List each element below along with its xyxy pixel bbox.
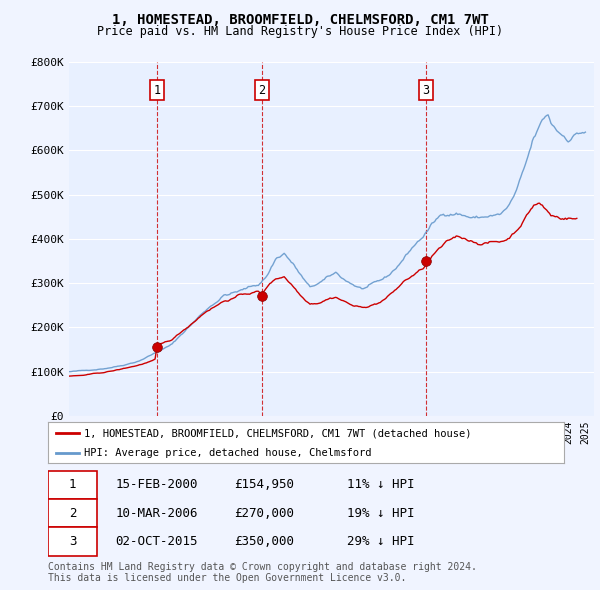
Text: 19% ↓ HPI: 19% ↓ HPI: [347, 507, 415, 520]
Text: 15-FEB-2000: 15-FEB-2000: [115, 478, 197, 491]
Text: £350,000: £350,000: [234, 535, 294, 548]
Text: 29% ↓ HPI: 29% ↓ HPI: [347, 535, 415, 548]
Text: 3: 3: [69, 535, 76, 548]
Text: 10-MAR-2006: 10-MAR-2006: [115, 507, 197, 520]
Text: £154,950: £154,950: [234, 478, 294, 491]
Text: 02-OCT-2015: 02-OCT-2015: [115, 535, 197, 548]
FancyBboxPatch shape: [48, 499, 97, 527]
Text: 1, HOMESTEAD, BROOMFIELD, CHELMSFORD, CM1 7WT (detached house): 1, HOMESTEAD, BROOMFIELD, CHELMSFORD, CM…: [84, 428, 472, 438]
Text: Contains HM Land Registry data © Crown copyright and database right 2024.
This d: Contains HM Land Registry data © Crown c…: [48, 562, 477, 584]
Text: 3: 3: [422, 84, 430, 97]
Text: 2: 2: [69, 507, 76, 520]
Text: 1: 1: [69, 478, 76, 491]
Text: £270,000: £270,000: [234, 507, 294, 520]
FancyBboxPatch shape: [48, 471, 97, 499]
FancyBboxPatch shape: [48, 527, 97, 556]
Text: Price paid vs. HM Land Registry's House Price Index (HPI): Price paid vs. HM Land Registry's House …: [97, 25, 503, 38]
Text: 1, HOMESTEAD, BROOMFIELD, CHELMSFORD, CM1 7WT: 1, HOMESTEAD, BROOMFIELD, CHELMSFORD, CM…: [112, 13, 488, 27]
Text: 2: 2: [258, 84, 265, 97]
Text: 1: 1: [154, 84, 161, 97]
Text: HPI: Average price, detached house, Chelmsford: HPI: Average price, detached house, Chel…: [84, 448, 371, 458]
Text: 11% ↓ HPI: 11% ↓ HPI: [347, 478, 415, 491]
